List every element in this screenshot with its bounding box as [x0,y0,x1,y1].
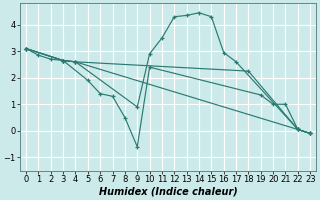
X-axis label: Humidex (Indice chaleur): Humidex (Indice chaleur) [99,187,237,197]
